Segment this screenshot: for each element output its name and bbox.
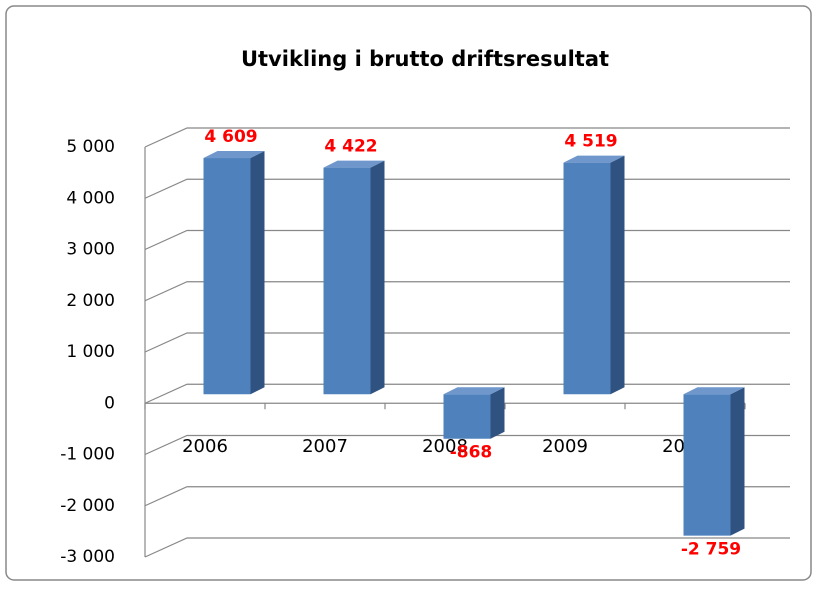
grid-line [144, 486, 790, 507]
value-label: -868 [450, 443, 493, 463]
chart-border [5, 5, 812, 581]
bar-front [323, 167, 371, 395]
x-tick-label: 2006 [182, 436, 228, 457]
bar-side [370, 160, 385, 395]
bar-front [443, 394, 491, 439]
y-tick-label: 5 000 [66, 137, 115, 157]
chart-title: Utvikling i brutto driftsresultat [241, 47, 609, 71]
bar-side [250, 151, 265, 395]
y-tick-label: -3 000 [60, 547, 115, 567]
y-tick-label: 4 000 [66, 188, 115, 208]
bar-top [443, 387, 505, 395]
x-tick-label: 2007 [302, 436, 348, 457]
bar [683, 387, 745, 536]
y-tick-label: 2 000 [66, 291, 115, 311]
value-label: 4 519 [564, 132, 617, 152]
y-tick-label: 1 000 [66, 342, 115, 362]
bar-side [610, 155, 625, 395]
value-label: -2 759 [681, 540, 741, 560]
bar-side [490, 387, 505, 439]
bar-top [323, 160, 385, 168]
bar [443, 387, 505, 439]
bar-side [730, 387, 745, 536]
bar [563, 155, 625, 395]
bar [203, 151, 265, 395]
bar-top [563, 155, 625, 163]
y-tick-label: -1 000 [60, 445, 115, 465]
grid-line [144, 537, 790, 558]
y-tick-label: -2 000 [60, 496, 115, 516]
y-tick-label: 0 [104, 393, 115, 413]
grid-line [144, 127, 790, 148]
y-tick-label: 3 000 [66, 240, 115, 260]
bar-top [683, 387, 745, 395]
x-tick-label: 2008 [422, 436, 468, 457]
grid-line [144, 434, 790, 456]
bar-front [563, 162, 611, 395]
bar-front [203, 158, 251, 395]
value-label: 4 422 [324, 137, 377, 157]
x-tick-label: 2009 [542, 436, 588, 457]
bar-front [683, 394, 731, 536]
value-label: 4 609 [204, 127, 257, 147]
bar-top [203, 151, 265, 159]
bar [323, 160, 385, 395]
